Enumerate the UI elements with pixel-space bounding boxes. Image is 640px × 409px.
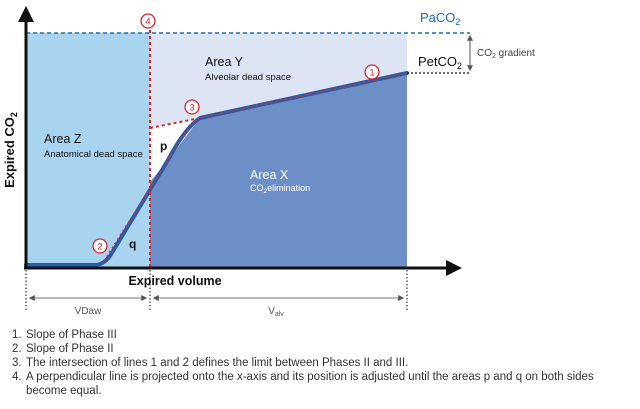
marker-3: 3 — [184, 99, 200, 115]
svg-text:3: 3 — [189, 103, 194, 114]
area-z-region — [26, 33, 150, 268]
note-item: 4. A perpendicular line is projected ont… — [12, 370, 626, 398]
vdaw-label: VDaw — [75, 306, 102, 317]
marker-4: 4 — [140, 13, 156, 29]
notes-list: 1. Slope of Phase III 2. Slope of Phase … — [12, 328, 626, 398]
area-y-title: Area Y — [205, 55, 244, 69]
petco2-label: PetCO2 — [418, 54, 462, 71]
area-y-subtitle: Alveolar dead space — [205, 72, 291, 83]
y-axis-label: Expired CO2 — [2, 112, 19, 188]
phase3-extension — [149, 117, 201, 129]
note-number: 3. — [12, 357, 22, 369]
area-p-label: p — [160, 139, 167, 153]
capnogram-curve — [24, 71, 409, 267]
note-text: Slope of Phase III — [26, 329, 117, 341]
note-text: A perpendicular line is projected onto t… — [26, 371, 594, 397]
capnogram-curve-dots — [103, 72, 408, 262]
note-number: 4. — [12, 371, 22, 383]
note-text: Slope of Phase II — [26, 343, 114, 355]
area-z-subtitle: Anatomical dead space — [44, 149, 143, 160]
note-item: 1. Slope of Phase III — [12, 328, 626, 342]
valv-label: Valv — [268, 306, 284, 318]
marker-1: 1 — [364, 64, 380, 80]
area-x-title: Area X — [250, 168, 289, 182]
svg-text:1: 1 — [369, 68, 374, 79]
area-z-title: Area Z — [44, 132, 82, 146]
y-axis-arrowhead — [18, 6, 34, 22]
x-axis-arrowhead — [446, 260, 462, 276]
area-y-region — [150, 33, 407, 128]
note-number: 1. — [12, 329, 22, 341]
capnogram-diagram: Expired CO2 Expired volume PaCO2 PetCO2 … — [2, 6, 535, 318]
note-item: 3. The intersection of lines 1 and 2 def… — [12, 356, 626, 370]
area-x-region — [150, 73, 407, 268]
paco2-label: PaCO2 — [420, 10, 460, 27]
note-text: The intersection of lines 1 and 2 define… — [26, 357, 409, 369]
note-number: 2. — [12, 343, 22, 355]
area-q-label: q — [129, 237, 136, 251]
x-axis-label: Expired volume — [128, 274, 221, 288]
marker-2: 2 — [92, 238, 108, 254]
co2-gradient-label: CO2 gradient — [477, 48, 535, 60]
note-item: 2. Slope of Phase II — [12, 342, 626, 356]
svg-text:2: 2 — [97, 242, 102, 253]
svg-text:4: 4 — [145, 17, 150, 28]
area-x-subtitle: CO2elimination — [250, 183, 310, 195]
